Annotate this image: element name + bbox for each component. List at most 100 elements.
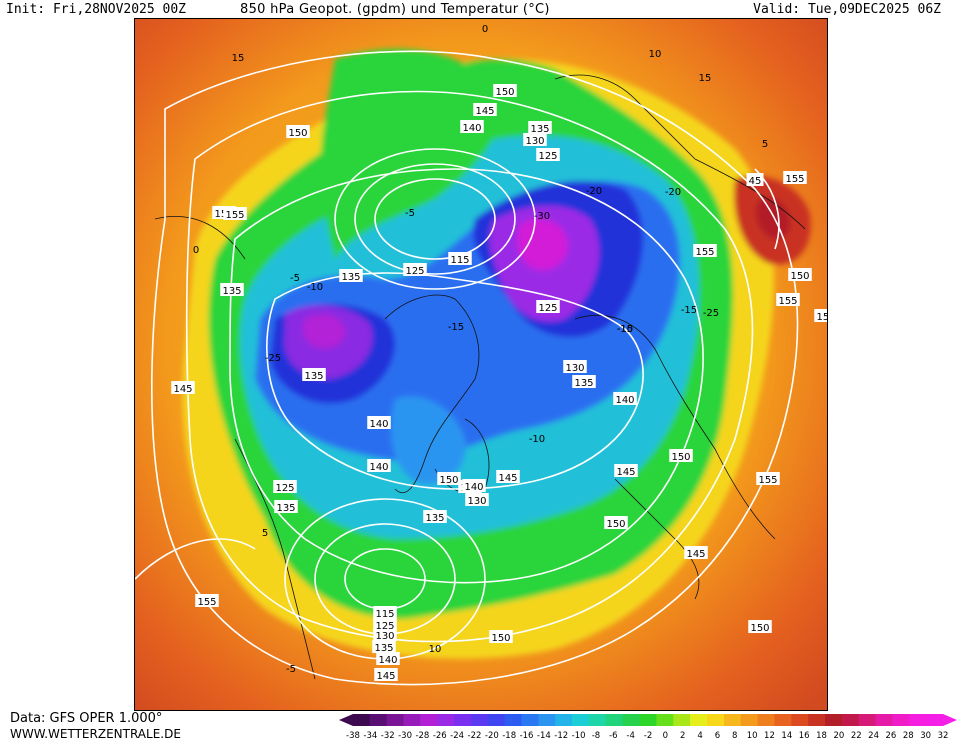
legend-tick-label: -24 <box>450 731 464 741</box>
geopotential-label: 125 <box>538 303 557 314</box>
map-canvas: 1501451401351301251151551501551351351451… <box>135 19 827 710</box>
legend-swatch <box>572 714 590 726</box>
geopotential-label: 130 <box>467 496 486 507</box>
geopotential-label: 140 <box>369 419 388 430</box>
geopotential-label-box <box>273 480 297 493</box>
legend-tick-label: 20 <box>833 731 844 741</box>
geopotential-label-box <box>563 360 587 373</box>
geopotential-label-box <box>776 293 800 306</box>
legend-swatch <box>673 714 691 726</box>
isotherm-label: 0 <box>193 245 199 256</box>
geopotential-label-box <box>613 392 637 405</box>
legend-tick-label: 16 <box>799 731 810 741</box>
valid-time: Valid: Tue,09DEC2025 06Z <box>753 2 941 17</box>
data-source: Data: GFS OPER 1.000° <box>10 711 163 726</box>
geopotential-label: 140 <box>462 123 481 134</box>
legend-swatch <box>740 714 759 726</box>
geopotential-label: 145 <box>173 384 192 395</box>
geopotential-label: 140 <box>369 462 388 473</box>
geopotential-label-box <box>614 464 638 477</box>
legend-tick-label: 6 <box>715 731 720 741</box>
geopotential-label-box <box>604 516 628 529</box>
geopotential-label-box <box>523 133 547 146</box>
geopotential-label: 150 <box>491 633 510 644</box>
legend-tick-label: 26 <box>886 731 897 741</box>
geopotential-label-box <box>372 640 396 653</box>
legend-tick-label: -10 <box>572 731 586 741</box>
geopotential-label-box <box>462 479 486 492</box>
geopotential-label-box <box>788 268 812 281</box>
geopotential-label: 155 <box>816 312 827 323</box>
geopotential-label-box <box>367 459 391 472</box>
init-time: Init: Fri,28NOV2025 00Z <box>6 2 187 17</box>
geopotential-label-box <box>496 470 520 483</box>
legend-swatch <box>403 714 421 726</box>
legend-tick-label: 32 <box>938 731 949 741</box>
legend-swatch <box>369 714 388 726</box>
legend-swatch <box>521 714 539 726</box>
legend-arrow-left <box>339 714 353 726</box>
isotherm-label: 5 <box>262 528 268 539</box>
isotherm-label: -10 <box>617 324 633 335</box>
geopotential-label: 150 <box>790 271 809 282</box>
geopotential-label: 150 <box>439 475 458 486</box>
legend-swatch <box>858 714 877 726</box>
legend-swatch <box>825 714 843 726</box>
geopotential-label: 135 <box>425 513 444 524</box>
legend-swatch <box>656 714 674 726</box>
website-link[interactable]: WWW.WETTERZENTRALE.DE <box>10 727 181 741</box>
geopotential-label-box <box>489 630 513 643</box>
geopotential-label-box <box>437 472 461 485</box>
geopotential-label: 150 <box>288 128 307 139</box>
geopotential-label-box <box>528 121 552 134</box>
legend-swatch <box>386 714 405 726</box>
geopotential-label: 130 <box>565 363 584 374</box>
geopotential-label-box <box>493 84 517 97</box>
geopotential-label-box <box>473 103 497 116</box>
legend-swatch <box>555 714 573 726</box>
legend-tick-label: -18 <box>502 731 516 741</box>
geopotential-label: 135 <box>574 378 593 389</box>
isotherm-labels: -15-10-50-5-10-15-20-25-30-25-20-15-1051… <box>193 24 768 675</box>
geopotential-label-box <box>302 368 326 381</box>
geopotential-label: 135 <box>530 124 549 135</box>
geopotential-label: 125 <box>538 151 557 162</box>
weather-map[interactable]: 1501451401351301251151551501551351351451… <box>134 18 828 711</box>
isotherm-label: -5 <box>286 664 296 675</box>
legend-tick-label: -14 <box>537 731 551 741</box>
geopotential-label: 145 <box>686 549 705 560</box>
geopotential-label: 140 <box>615 395 634 406</box>
geopotential-label-box <box>746 173 764 186</box>
geopotential-label-box <box>448 252 472 265</box>
geopotential-label: 155 <box>197 597 216 608</box>
geopotential-label-box <box>403 263 427 276</box>
legend-tick-label: 0 <box>663 731 668 741</box>
geopotential-label-box <box>195 594 219 607</box>
temperature-legend: -38 -34 -32 -30 -28 -26 -24 -22 -20 -18 -16 -14 -12-… <box>339 714 957 741</box>
legend-swatch <box>757 714 775 726</box>
geopotential-label-box <box>171 381 195 394</box>
geopotential-label: 135 <box>222 286 241 297</box>
legend-tick-label: -34 <box>363 731 377 741</box>
legend-swatch <box>504 714 523 726</box>
geopotential-label-box <box>783 171 807 184</box>
geopotential-label: 155 <box>778 296 797 307</box>
legend-tick-label: 2 <box>680 731 685 741</box>
isotherm-label: 10 <box>649 49 662 60</box>
geopotential-label: 45 <box>749 176 762 187</box>
legend-swatch <box>420 714 438 726</box>
geopotential-label: 145 <box>498 473 517 484</box>
geopotential-label-box <box>669 449 693 462</box>
geopotential-label-box <box>223 207 247 220</box>
legend-swatch <box>437 714 455 726</box>
isotherm-label: -10 <box>529 434 545 445</box>
geopotential-label-box <box>376 652 400 665</box>
geopotential-label-box <box>374 668 398 681</box>
legend-tick-label: 24 <box>868 731 879 741</box>
legend-tick-label: -38 <box>346 731 360 741</box>
geopotential-label: 135 <box>304 371 323 382</box>
isotherm-label: -15 <box>681 305 697 316</box>
legend-tick-label: 18 <box>816 731 827 741</box>
legend-swatch <box>841 714 860 726</box>
legend-tick-label: 4 <box>697 731 702 741</box>
